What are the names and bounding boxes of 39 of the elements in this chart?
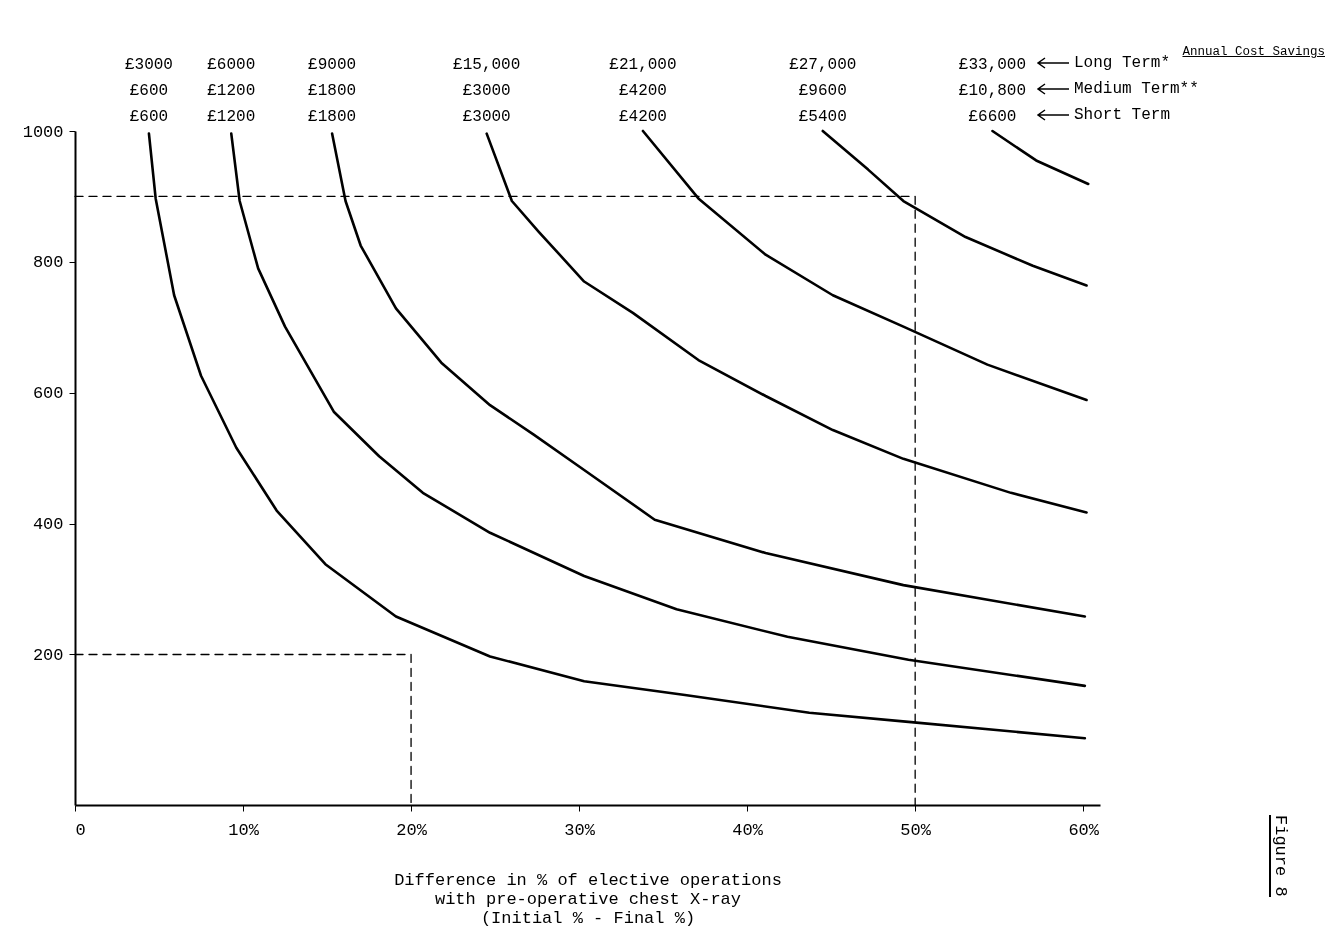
text: £15,000	[453, 56, 521, 74]
x-tick-label: 0	[75, 820, 86, 840]
text: Medium Term**	[1074, 80, 1199, 98]
text: £6000	[207, 56, 256, 74]
text: £9600	[798, 82, 847, 100]
text: £4200	[618, 82, 667, 100]
text: £3000	[124, 56, 173, 74]
text: £21,000	[609, 56, 677, 74]
text: £9000	[308, 56, 357, 74]
y-tick-label: 400	[32, 515, 64, 535]
text: £1800	[308, 108, 357, 126]
text: £600	[129, 82, 169, 100]
y-tick-label: 600	[32, 384, 64, 404]
x-axis-title: Difference in % of elective operations with pre-operative chest X-ray (Initial % - Final %)	[394, 870, 782, 928]
caption: Figure 8	[1269, 815, 1290, 897]
text: £1200	[207, 82, 256, 100]
text: £6600	[968, 108, 1017, 126]
x-tick-label: 30%	[564, 820, 596, 840]
text: £3000	[462, 108, 511, 126]
text: £600	[129, 108, 169, 126]
text: £1800	[308, 82, 357, 100]
x-tick-label: 50%	[900, 820, 932, 840]
text: Short Term	[1074, 106, 1171, 124]
y-tick-label: 1000	[22, 122, 64, 142]
text: £4200	[618, 108, 667, 126]
text: £3000	[462, 82, 511, 100]
y-tick-label: 800	[32, 253, 64, 273]
text: £1200	[207, 108, 256, 126]
text: £5400	[798, 108, 847, 126]
text: Annual Cost Savings	[1182, 45, 1325, 59]
x-tick-label: 10%	[228, 820, 260, 840]
x-tick-label: 40%	[732, 820, 764, 840]
text: £27,000	[789, 56, 857, 74]
x-tick-label: 20%	[396, 820, 428, 840]
text: £10,800	[958, 82, 1027, 100]
text: £33,000	[958, 56, 1027, 74]
y-tick-label: 200	[32, 646, 64, 665]
text: Long Term*	[1074, 54, 1171, 72]
x-tick-label: 60%	[1068, 820, 1100, 840]
